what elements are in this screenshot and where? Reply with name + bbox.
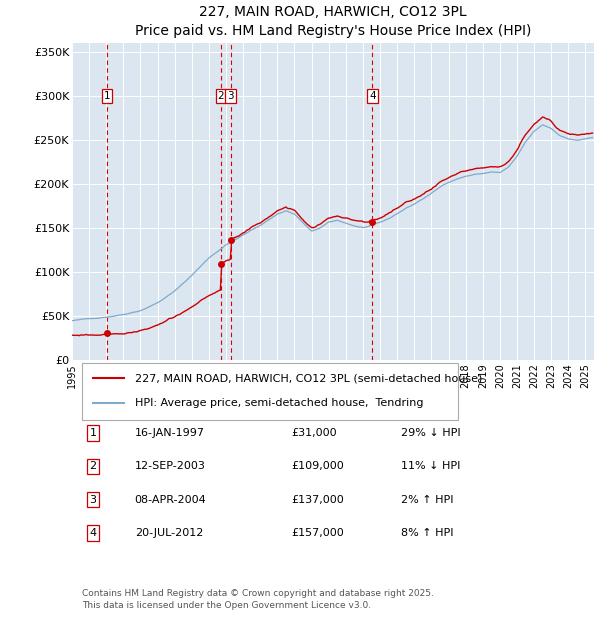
Text: Contains HM Land Registry data © Crown copyright and database right 2025.
This d: Contains HM Land Registry data © Crown c… [82,589,434,610]
Text: 3: 3 [227,91,234,101]
Text: 20-JUL-2012: 20-JUL-2012 [134,528,203,538]
Text: 2% ↑ HPI: 2% ↑ HPI [401,495,454,505]
Text: £157,000: £157,000 [291,528,344,538]
Text: HPI: Average price, semi-detached house,  Tendring: HPI: Average price, semi-detached house,… [134,399,423,409]
Text: 1: 1 [89,428,97,438]
Text: 16-JAN-1997: 16-JAN-1997 [134,428,205,438]
Text: 227, MAIN ROAD, HARWICH, CO12 3PL (semi-detached house): 227, MAIN ROAD, HARWICH, CO12 3PL (semi-… [134,373,482,383]
Text: 1: 1 [104,91,110,101]
Text: 29% ↓ HPI: 29% ↓ HPI [401,428,460,438]
Text: £137,000: £137,000 [291,495,344,505]
Text: 08-APR-2004: 08-APR-2004 [134,495,206,505]
Text: 2: 2 [89,461,97,471]
Text: 4: 4 [369,91,376,101]
Text: £31,000: £31,000 [291,428,337,438]
Text: £109,000: £109,000 [291,461,344,471]
FancyBboxPatch shape [82,363,458,420]
Text: 11% ↓ HPI: 11% ↓ HPI [401,461,460,471]
Text: 12-SEP-2003: 12-SEP-2003 [134,461,206,471]
Text: 2: 2 [218,91,224,101]
Text: 3: 3 [89,495,97,505]
Text: 8% ↑ HPI: 8% ↑ HPI [401,528,454,538]
Title: 227, MAIN ROAD, HARWICH, CO12 3PL
Price paid vs. HM Land Registry's House Price : 227, MAIN ROAD, HARWICH, CO12 3PL Price … [135,4,531,38]
Text: 4: 4 [89,528,97,538]
